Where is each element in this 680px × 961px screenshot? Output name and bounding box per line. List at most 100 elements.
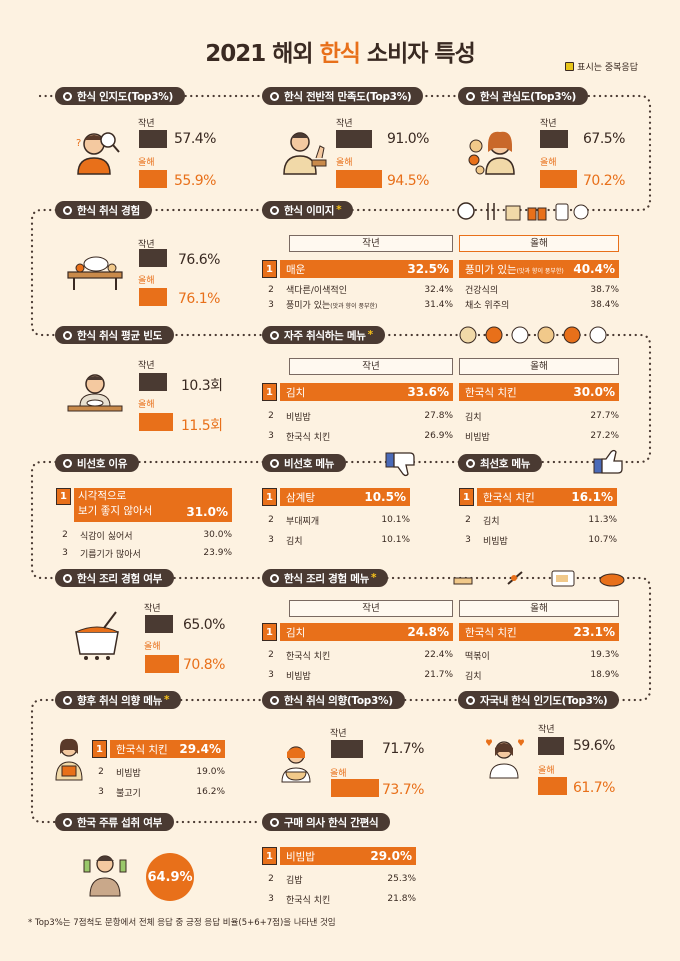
value-this: 76.1% <box>178 291 220 307</box>
bar-last <box>139 373 167 391</box>
menu-this-list: 한국식 치킨 30.0% 김치 27.7% 비빔밥 27.2% <box>459 383 619 446</box>
header-last-year: 작년 <box>289 235 453 252</box>
list-item: 3 불고기 16.2% <box>98 787 225 799</box>
header-this-year: 올해 <box>459 600 619 617</box>
bar-last <box>139 130 167 148</box>
circle-dot-icon <box>63 458 72 468</box>
label-this-year: 올해 <box>540 158 557 168</box>
value-this: 70.2% <box>583 173 625 189</box>
label-this-year: 올해 <box>138 158 155 168</box>
list-item: 2 비빔밥 19.0% <box>98 767 225 779</box>
cooking-last-list: 1 김치 24.8% 2 한국식 치킨 22.4% 3 비빔밥 21.7% <box>262 623 453 685</box>
person-food-icon <box>468 131 515 175</box>
circle-dot-icon <box>63 695 72 705</box>
list-item: 3 풍미가 있는(맛과 향이 풍부한) 31.4% <box>268 299 453 312</box>
value-this: 61.7% <box>573 780 615 796</box>
label-last-year: 작년 <box>144 604 161 614</box>
circle-dot-icon <box>466 695 475 705</box>
list-item: 3 한국식 치킨 26.9% <box>268 431 453 443</box>
list-item: 3 한국식 치킨 21.8% <box>268 894 416 906</box>
section-experience-title: 한식 취식 경험 <box>55 201 152 219</box>
person-magnifier-icon: ? <box>76 132 120 175</box>
person-bowl-icon <box>281 746 311 783</box>
section-frequency-title: 한식 취식 평균 빈도 <box>55 326 174 344</box>
section-menu-title: 자주 취식하는 메뉴 * <box>262 326 385 344</box>
label-this-year: 올해 <box>138 400 155 410</box>
header-last-year: 작년 <box>289 600 453 617</box>
star-icon <box>565 62 575 71</box>
header-this-year: 올해 <box>459 235 619 252</box>
korean-dishes-icons <box>459 326 607 344</box>
section-awareness-title: 한식 인지도(Top3%) <box>55 87 185 105</box>
label-this-year: 올해 <box>144 642 161 652</box>
list-item: 2 식감이 싫어서 30.0% <box>62 530 232 542</box>
bar-last <box>538 737 564 755</box>
label-last-year: 작년 <box>138 240 155 250</box>
circle-dot-icon <box>466 91 475 101</box>
circle-dot-icon <box>270 695 279 705</box>
section-satisfaction-title: 한식 전반적 만족도(Top3%) <box>262 87 424 105</box>
list-item: 김치 27.7% <box>465 411 619 423</box>
section-like-menu-title: 최선호 메뉴 <box>458 454 543 472</box>
label-this-year: 올해 <box>330 769 347 779</box>
label-last-year: 작년 <box>540 119 557 129</box>
section-future-menu-title: 향후 취식 의향 메뉴 * <box>55 691 182 709</box>
circle-dot-icon <box>63 330 72 340</box>
cooking-pot-icon <box>75 611 119 660</box>
person-menu-icon <box>55 738 83 781</box>
list-item: 2 부대찌개 10.1% <box>268 515 410 527</box>
value-this: 73.7% <box>382 782 424 798</box>
cooking-this-list: 한국식 치킨 23.1% 떡볶이 19.3% 김치 18.9% <box>459 623 619 685</box>
bar-this <box>145 655 179 673</box>
list-item: 김치 18.9% <box>465 670 619 682</box>
future-menu-list: 1 한국식 치킨 29.4% 2 비빔밥 19.0% 3 불고기 16.2% <box>92 740 225 802</box>
label-last-year: 작년 <box>138 119 155 129</box>
bar-last <box>145 615 173 633</box>
bar-this <box>538 777 567 795</box>
circle-dot-icon <box>63 817 72 827</box>
section-interest-title: 한식 관심도(Top3%) <box>458 87 588 105</box>
list-item: 3 비빔밥 10.7% <box>465 535 617 547</box>
image-last-list: 1 매운 32.5% 2 색다른/이색적인 32.4% 3 풍미가 있는(맛과 향이 풍부… <box>262 260 453 312</box>
circle-dot-icon <box>466 458 475 468</box>
section-dislike-reason-title: 비선호 이유 <box>55 454 140 472</box>
circle-dot-icon <box>63 91 72 101</box>
label-this-year: 올해 <box>336 158 353 168</box>
circle-dot-icon <box>63 573 72 583</box>
circle-dot-icon <box>270 330 279 340</box>
list-item: 떡볶이 19.3% <box>465 650 619 662</box>
value-last: 59.6% <box>573 738 615 754</box>
circle-dot-icon <box>270 458 279 468</box>
dislike-menu-list: 1 삼계탕 10.5% 2 부대찌개 10.1% 3 김치 10.1% <box>262 488 410 550</box>
list-item: 3 김치 10.1% <box>268 535 410 547</box>
list-item: 2 색다른/이색적인 32.4% <box>268 284 453 297</box>
value-last: 71.7% <box>382 741 424 757</box>
section-image-title: 한식 이미지 * <box>262 201 354 219</box>
section-convenience-title: 구매 의사 한식 간편식 <box>262 813 391 831</box>
bar-this <box>139 170 167 188</box>
liquor-value-badge: 64.9% <box>146 853 194 901</box>
circle-dot-icon <box>270 817 279 827</box>
list-item: 채소 위주의 38.4% <box>465 299 619 312</box>
value-last: 57.4% <box>174 131 216 147</box>
person-eating-icon <box>67 374 123 412</box>
label-last-year: 작년 <box>538 725 555 735</box>
tableware-icons <box>457 202 589 221</box>
list-item: 비빔밥 27.2% <box>465 431 619 443</box>
cooking-tools-icons <box>453 570 625 587</box>
legend: 표시는 중복응답 <box>565 60 638 73</box>
convenience-list: 1 비빔밥 29.0% 2 김밥 25.3% 3 한국식 치킨 21.8% <box>262 847 416 909</box>
list-item: 2 한국식 치킨 22.4% <box>268 650 453 662</box>
label-last-year: 작년 <box>330 729 347 739</box>
thumbs-up-icon <box>593 449 623 474</box>
bar-last <box>331 740 363 758</box>
value-this: 70.8% <box>183 657 225 673</box>
label-last-year: 작년 <box>138 361 155 371</box>
circle-dot-icon <box>270 573 279 583</box>
section-cooking-menu-title: 한식 조리 경험 메뉴 * <box>262 569 389 587</box>
list-item: 2 김치 11.3% <box>465 515 617 527</box>
list-item: 1 시각적으로 보기 좋지 않아서 31.0% <box>56 488 232 522</box>
value-last: 67.5% <box>583 131 625 147</box>
bar-last <box>540 130 568 148</box>
like-menu-list: 1 한국식 치킨 16.1% 2 김치 11.3% 3 비빔밥 10.7% <box>459 488 617 550</box>
